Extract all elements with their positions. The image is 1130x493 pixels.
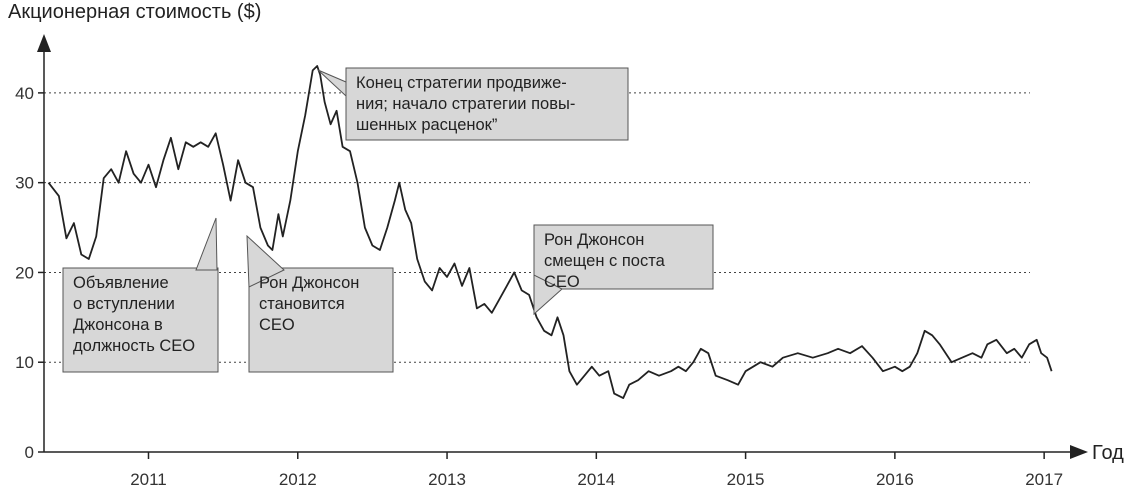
x-tick-label: 2016 xyxy=(876,470,914,489)
y-tick-labels: 0 10 20 30 40 xyxy=(15,84,44,462)
x-tick-label: 2011 xyxy=(130,470,167,489)
x-tick-labels: 2011 2012 2013 2014 2015 2016 2017 xyxy=(130,452,1063,489)
y-tick-label: 20 xyxy=(15,263,34,282)
callout-text-line: Объявление xyxy=(73,274,169,292)
callout-removed: Рон Джонсон смещен с поста CEO xyxy=(533,224,714,316)
series-group xyxy=(47,65,1053,399)
callout-pointer-becomes-ceo xyxy=(246,234,285,288)
callout-text-line: Конец стратегии продвиже- xyxy=(356,74,567,92)
callout-pointer-end-promo xyxy=(317,69,347,98)
x-tick-label: 2012 xyxy=(279,470,317,489)
y-tick-label: 30 xyxy=(15,174,34,193)
x-tick-label: 2017 xyxy=(1025,470,1063,489)
y-axis-arrow-icon xyxy=(37,34,51,52)
callout-box xyxy=(248,267,394,373)
callout-text-line: о вступлении xyxy=(73,295,175,313)
y-tick-label: 10 xyxy=(15,353,34,372)
callout-text-line: ния; начало стратегии повы- xyxy=(356,95,575,113)
callout-text-line: Рон Джонсон xyxy=(259,274,359,292)
y-axis-title: Акционерная стоимость ($) xyxy=(8,1,261,23)
callout-text-line: шенных расценок” xyxy=(356,116,497,134)
callout-end-promo-strategy: Конец стратегии продвиже-ния; начало стр… xyxy=(317,67,629,141)
callout-text-line: Джонсона в xyxy=(73,316,163,334)
callout-text-line: CEO xyxy=(544,273,580,291)
callouts: Конец стратегии продвиже-ния; начало стр… xyxy=(62,67,714,373)
x-tick-label: 2015 xyxy=(727,470,765,489)
callout-text-line: Рон Джонсон xyxy=(544,231,644,249)
y-tick-label: 40 xyxy=(15,84,34,103)
series-line xyxy=(47,65,1053,399)
x-axis-title: Год xyxy=(1092,442,1124,464)
callout-text-line: CEO xyxy=(259,316,295,334)
callout-box xyxy=(345,67,629,141)
x-tick-label: 2014 xyxy=(577,470,615,489)
callout-announcement: Объявление о вступлении Джонсона в должност… xyxy=(62,217,219,373)
callout-box xyxy=(62,267,219,373)
callout-box xyxy=(533,224,714,290)
x-tick-label: 2013 xyxy=(428,470,466,489)
callout-pointer-removed xyxy=(533,274,563,316)
callout-pointer-announcement xyxy=(195,217,218,271)
callout-text-line: становится xyxy=(259,295,345,313)
gridlines xyxy=(44,92,1030,363)
y-tick-label: 0 xyxy=(25,443,34,462)
callout-text-line: должность CEO xyxy=(73,337,195,355)
x-axis-arrow-icon xyxy=(1070,445,1088,459)
callout-becomes-ceo: Рон Джонсон становится CEO xyxy=(246,234,394,373)
callout-text-line: смещен с поста xyxy=(544,252,666,270)
